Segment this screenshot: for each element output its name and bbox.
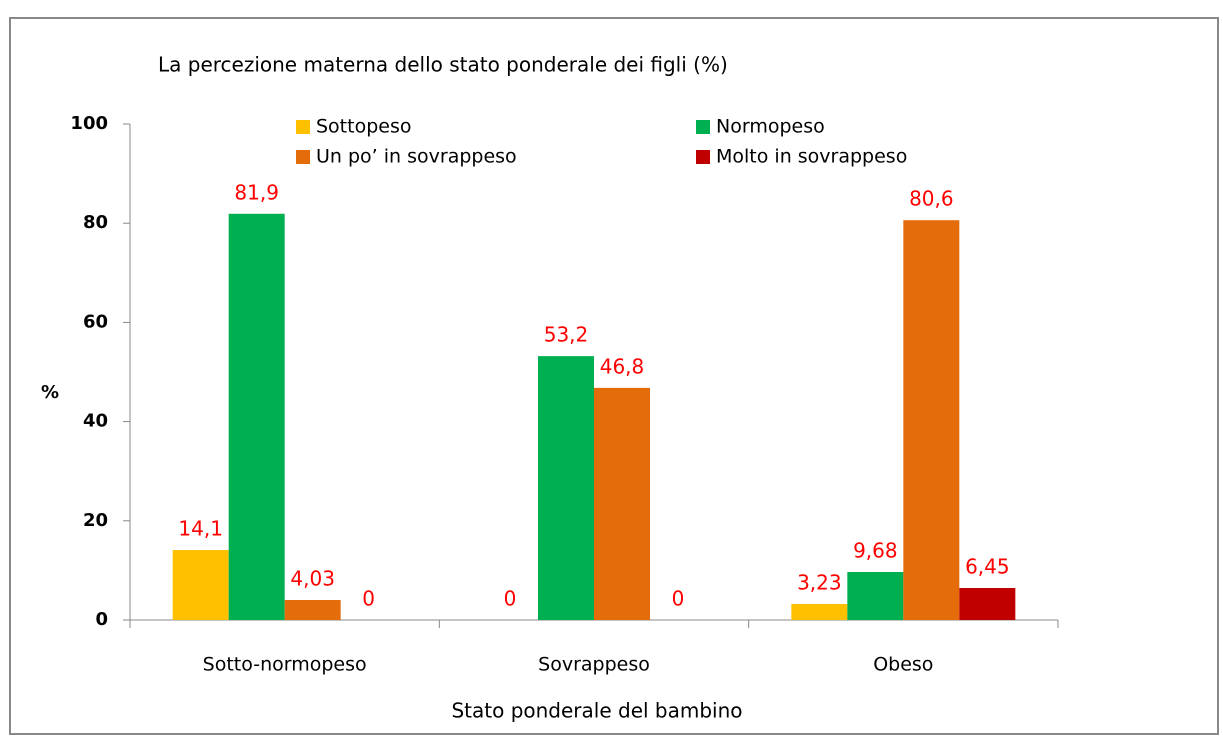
data-label: 80,6 [909, 187, 954, 211]
legend-swatch [296, 150, 310, 164]
y-tick-label: 20 [83, 510, 108, 531]
legend-swatch [696, 150, 710, 164]
bar [959, 588, 1016, 620]
x-tick-label: Obeso [873, 654, 933, 676]
legend-swatch [296, 120, 310, 134]
y-tick-label: 60 [83, 311, 108, 332]
data-label: 0 [504, 587, 517, 611]
y-tick-label: 40 [83, 411, 108, 432]
legend-label: Molto in sovrappeso [716, 146, 907, 168]
bar [172, 550, 229, 620]
bar [791, 603, 848, 620]
bar [538, 356, 594, 620]
chart-title: La percezione materna dello stato ponder… [158, 53, 728, 77]
data-label: 81,9 [234, 180, 279, 204]
y-tick-label: 80 [83, 212, 108, 233]
data-label: 14,1 [178, 517, 223, 541]
y-axis-label: % [41, 382, 59, 403]
data-label: 46,8 [600, 354, 645, 378]
data-label: 0 [672, 587, 685, 611]
x-tick-label: Sovrappeso [538, 654, 650, 676]
x-tick-label: Sotto-normopeso [203, 654, 367, 676]
legend-swatch [696, 120, 710, 134]
data-label: 0 [362, 587, 375, 611]
legend-label: Sottopeso [316, 116, 411, 138]
data-label: 4,03 [290, 567, 335, 591]
bar [284, 600, 341, 620]
data-label: 9,68 [853, 538, 898, 562]
data-label: 6,45 [965, 555, 1010, 579]
data-label: 53,2 [544, 323, 589, 347]
data-label: 3,23 [797, 570, 842, 594]
x-axis-label: Stato ponderale del bambino [451, 699, 742, 723]
bar [847, 571, 904, 620]
bar [903, 220, 960, 620]
y-tick-label: 0 [95, 609, 108, 630]
y-tick-label: 100 [70, 113, 108, 134]
legend-label: Normopeso [716, 116, 825, 138]
legend-label: Un po’ in sovrappeso [316, 146, 517, 168]
bar [594, 387, 650, 620]
bar [228, 213, 285, 620]
